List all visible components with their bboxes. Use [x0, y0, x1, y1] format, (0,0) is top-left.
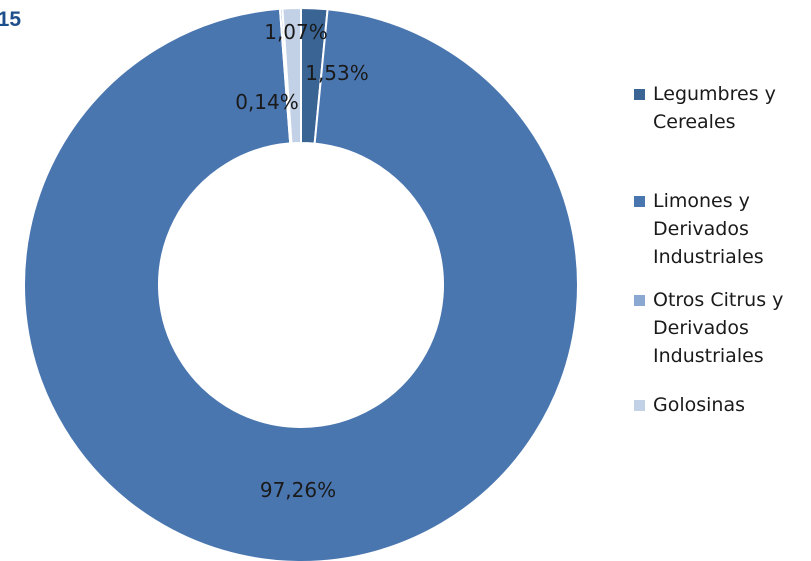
- legend-label: Limones y Derivados Industriales: [653, 190, 764, 268]
- data-label-golosinas: 1,07%: [264, 20, 328, 44]
- legend-item-legumbres: Legumbres y Cereales: [634, 80, 811, 136]
- legend-swatch: [634, 400, 645, 411]
- data-label-otros-citrus: 0,14%: [235, 90, 299, 114]
- data-label-legumbres: 1,53%: [305, 61, 369, 85]
- slice-golosinas: [281, 6, 302, 145]
- legend-swatch: [634, 89, 645, 100]
- legend-label: Legumbres y Cereales: [653, 83, 776, 133]
- data-label-limones: 97,26%: [260, 478, 336, 502]
- legend-swatch: [634, 295, 645, 306]
- legend-swatch: [634, 196, 645, 207]
- legend-item-golosinas: Golosinas: [634, 391, 811, 419]
- legend-label: Otros Citrus y Derivados Industriales: [653, 289, 784, 367]
- slice-limones: [23, 7, 579, 561]
- legend-item-limones: Limones y Derivados Industriales: [634, 187, 811, 271]
- legend-item-otros-citrus: Otros Citrus y Derivados Industriales: [634, 286, 811, 370]
- chart-title: 015: [0, 8, 22, 31]
- legend-label: Golosinas: [653, 394, 746, 416]
